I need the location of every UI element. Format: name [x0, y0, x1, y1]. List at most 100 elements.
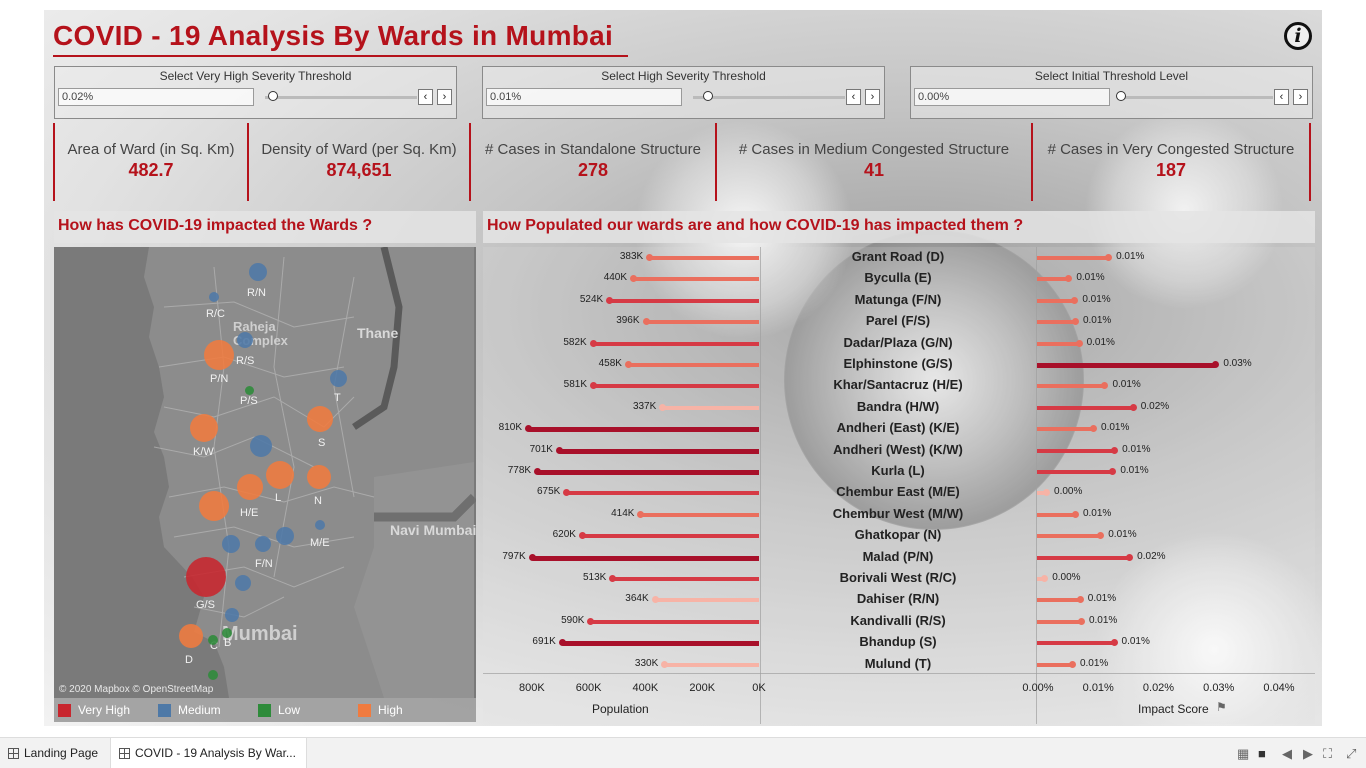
population-bar-end[interactable]	[563, 489, 571, 497]
population-bar[interactable]	[538, 470, 759, 475]
impact-bar[interactable]	[1037, 470, 1113, 474]
impact-bar[interactable]	[1037, 491, 1047, 496]
ward-severity-bubble[interactable]	[307, 465, 331, 489]
population-bar[interactable]	[650, 256, 759, 260]
slider-next-button[interactable]: ›	[865, 89, 880, 105]
impact-bar-end[interactable]	[1129, 403, 1137, 411]
impact-bar[interactable]	[1037, 512, 1075, 517]
impact-bar-end[interactable]	[1043, 489, 1051, 497]
ward-severity-bubble[interactable]	[235, 575, 251, 591]
population-bar[interactable]	[559, 448, 759, 454]
population-bar-end[interactable]	[624, 361, 632, 368]
impact-bar[interactable]	[1037, 298, 1075, 303]
ward-severity-bubble[interactable]	[209, 292, 219, 302]
impact-bar-end[interactable]	[1109, 468, 1117, 475]
population-bar-end[interactable]	[630, 275, 638, 283]
tab-covid-analysis[interactable]: COVID - 19 Analysis By War...	[110, 738, 307, 768]
impact-bar[interactable]	[1037, 534, 1101, 539]
impact-bar-end[interactable]	[1101, 382, 1109, 390]
impact-bar-end[interactable]	[1110, 639, 1118, 647]
ward-severity-bubble[interactable]	[307, 406, 333, 432]
population-bar-end[interactable]	[578, 532, 586, 540]
population-bar[interactable]	[634, 277, 759, 282]
slider-track[interactable]	[1121, 96, 1273, 99]
tab-landing-page[interactable]: Landing Page	[8, 738, 98, 768]
ward-severity-bubble[interactable]	[222, 535, 240, 553]
impact-bar[interactable]	[1037, 427, 1094, 432]
slider-handle[interactable]	[1116, 91, 1126, 101]
slider-value-input[interactable]: 0.02%	[58, 88, 254, 106]
fullscreen-icon[interactable]: ⤢	[1346, 746, 1357, 761]
impact-bar[interactable]	[1037, 277, 1069, 282]
impact-bar-end[interactable]	[1075, 339, 1083, 347]
population-bar-end[interactable]	[659, 403, 667, 411]
population-bar[interactable]	[655, 598, 759, 603]
population-bar-end[interactable]	[589, 339, 597, 347]
population-bar[interactable]	[593, 341, 759, 346]
slider-prev-button[interactable]: ‹	[846, 89, 861, 105]
ward-severity-bubble[interactable]	[204, 340, 234, 370]
ward-severity-bubble[interactable]	[329, 369, 347, 387]
impact-bar-end[interactable]	[1071, 318, 1079, 326]
pin-icon[interactable]: ⚑	[1216, 700, 1227, 714]
impact-bar[interactable]	[1037, 598, 1080, 603]
population-bar-end[interactable]	[637, 510, 645, 518]
population-bar[interactable]	[613, 577, 759, 581]
population-bar[interactable]	[628, 363, 759, 367]
impact-bar[interactable]	[1037, 662, 1072, 667]
population-bar-end[interactable]	[609, 575, 617, 582]
impact-bar[interactable]	[1037, 384, 1105, 389]
impact-bar-end[interactable]	[1126, 553, 1134, 561]
fit-screen-icon[interactable]: ⛶	[1323, 746, 1333, 761]
ward-severity-bubble[interactable]	[315, 520, 325, 530]
population-bar-end[interactable]	[651, 596, 659, 604]
population-bar[interactable]	[610, 298, 759, 303]
impact-bar-end[interactable]	[1065, 275, 1073, 283]
population-bar[interactable]	[532, 555, 759, 561]
population-bar[interactable]	[567, 491, 759, 496]
population-bar-end[interactable]	[525, 425, 532, 433]
impact-bar[interactable]	[1037, 363, 1216, 368]
impact-bar-end[interactable]	[1111, 446, 1119, 454]
slider-prev-button[interactable]: ‹	[418, 89, 433, 105]
show-tabs-icon[interactable]: ■	[1258, 746, 1266, 761]
population-bar[interactable]	[591, 619, 759, 624]
ward-severity-bubble[interactable]	[225, 608, 239, 622]
ward-severity-bubble[interactable]	[244, 385, 254, 395]
impact-bar-end[interactable]	[1212, 361, 1220, 368]
population-bar-end[interactable]	[590, 382, 598, 390]
population-bar[interactable]	[582, 534, 759, 539]
legend-low[interactable]: Low	[258, 703, 300, 717]
slider-next-button[interactable]: ›	[1293, 89, 1308, 105]
impact-bar[interactable]	[1037, 320, 1075, 325]
population-bar[interactable]	[641, 512, 759, 517]
population-bar-end[interactable]	[646, 254, 654, 261]
previous-sheet-icon[interactable]: ◀	[1282, 746, 1292, 761]
ward-severity-bubble[interactable]	[190, 414, 218, 442]
slider-next-button[interactable]: ›	[437, 89, 452, 105]
ward-severity-bubble[interactable]	[249, 263, 267, 281]
impact-bar[interactable]	[1037, 641, 1114, 646]
population-bar[interactable]	[665, 662, 759, 667]
impact-bar[interactable]	[1037, 619, 1081, 624]
ward-severity-bubble[interactable]	[179, 624, 203, 648]
impact-bar-end[interactable]	[1105, 254, 1113, 261]
ward-severity-bubble[interactable]	[237, 474, 263, 500]
impact-bar-end[interactable]	[1071, 296, 1079, 304]
slider-handle[interactable]	[703, 91, 714, 101]
population-bar-end[interactable]	[558, 639, 566, 647]
impact-bar-end[interactable]	[1097, 532, 1105, 540]
impact-bar-end[interactable]	[1076, 596, 1084, 604]
ward-severity-bubble[interactable]	[222, 628, 232, 638]
ward-severity-bubble[interactable]	[208, 635, 218, 645]
impact-bar[interactable]	[1037, 577, 1045, 581]
ward-severity-bubble[interactable]	[186, 557, 226, 597]
info-icon[interactable]: i	[1284, 22, 1312, 50]
next-sheet-icon[interactable]: ▶	[1303, 746, 1313, 761]
population-bar-end[interactable]	[661, 660, 669, 668]
population-bar-end[interactable]	[555, 446, 563, 454]
population-bar[interactable]	[562, 641, 759, 647]
population-bar-end[interactable]	[528, 553, 536, 561]
legend-high[interactable]: High	[358, 703, 403, 717]
film-strip-icon[interactable]: ▦	[1237, 746, 1250, 761]
